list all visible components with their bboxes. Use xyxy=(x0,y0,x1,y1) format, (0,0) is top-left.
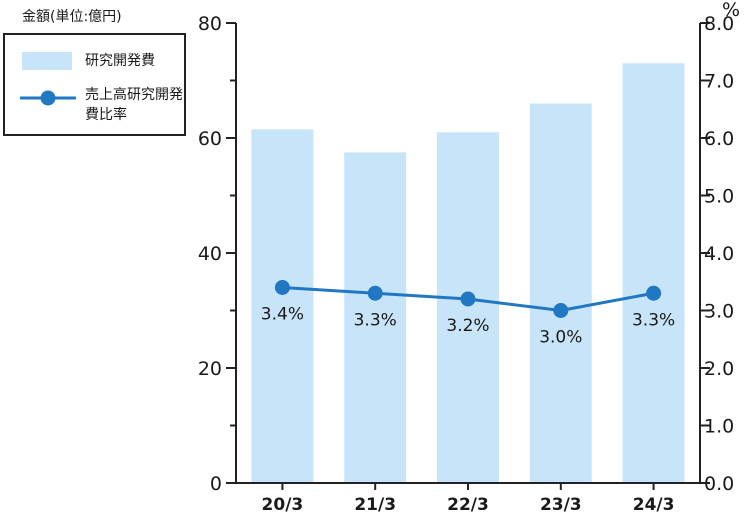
y-right-tick-label: 0.0 xyxy=(704,473,734,495)
legend-bar-swatch xyxy=(22,52,72,70)
y-right-tick-label: 1.0 xyxy=(704,416,734,438)
bar-20/3 xyxy=(251,129,314,483)
y-left-tick-label: 0 xyxy=(210,473,222,495)
bar-21/3 xyxy=(344,152,407,483)
y-right-tick-label: 3.0 xyxy=(704,301,734,323)
ratio-point-23/3 xyxy=(553,303,569,318)
bar-23/3 xyxy=(529,103,592,483)
y-right-tick-label: 8.0 xyxy=(704,13,734,35)
ratio-point-21/3 xyxy=(367,285,383,301)
y-right-tick-label: 7.0 xyxy=(704,71,734,93)
ratio-data-label: 3.3% xyxy=(632,310,675,330)
ratio-point-22/3 xyxy=(460,291,476,307)
y-right-tick-label: 6.0 xyxy=(704,128,734,150)
legend-bar-label: 研究開発費 xyxy=(85,53,155,69)
x-tick-label: 21/3 xyxy=(354,495,396,515)
y-left-tick-label: 40 xyxy=(198,243,222,265)
legend-line-label: 売上高研究開発費比率 xyxy=(85,87,183,123)
ratio-point-20/3 xyxy=(274,280,290,295)
y-left-tick-label: 60 xyxy=(198,128,222,150)
y-right-tick-label: 2.0 xyxy=(704,358,734,380)
bar-22/3 xyxy=(437,132,499,483)
ratio-point-24/3 xyxy=(646,285,662,301)
y-right-tick-label: 4.0 xyxy=(704,243,734,265)
bar-24/3 xyxy=(622,63,685,483)
ratio-data-label: 3.4% xyxy=(261,305,304,325)
x-tick-label: 23/3 xyxy=(540,495,582,515)
unit-label: 金額(単位:億円) xyxy=(22,9,122,25)
y-left-tick-label: 80 xyxy=(198,13,222,35)
legend: 研究開発費 売上高研究開発費比率 xyxy=(3,33,186,136)
x-tick-label: 20/3 xyxy=(262,495,304,515)
x-tick-label: 24/3 xyxy=(633,495,675,515)
ratio-data-label: 3.0% xyxy=(539,328,582,348)
y-right-tick-label: 5.0 xyxy=(704,186,734,208)
ratio-data-label: 3.2% xyxy=(446,316,489,336)
x-tick-label: 22/3 xyxy=(447,495,489,515)
y-right-unit-label: % xyxy=(722,0,740,21)
y-left-tick-label: 20 xyxy=(198,358,222,380)
ratio-data-label: 3.3% xyxy=(354,310,397,330)
legend-line-marker-icon xyxy=(20,90,76,106)
